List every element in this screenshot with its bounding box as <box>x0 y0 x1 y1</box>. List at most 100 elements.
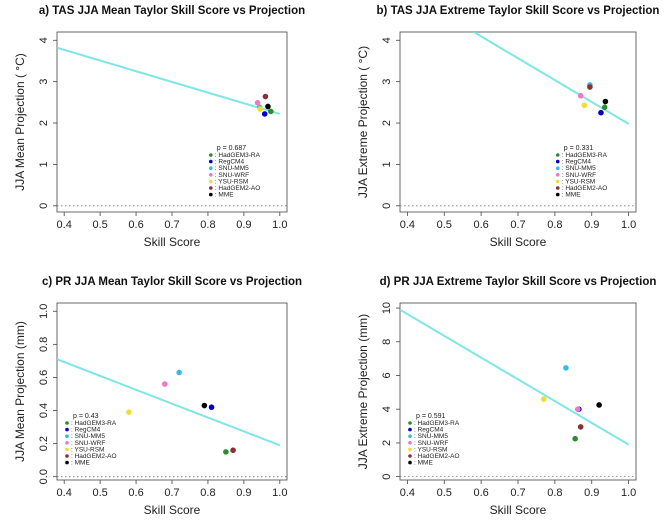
legend-entry: : RegCM4 <box>562 159 592 166</box>
legend-marker <box>555 159 560 164</box>
x-tick-label: 0.9 <box>584 487 599 499</box>
legend-marker <box>408 421 412 425</box>
y-axis-label: JJA Mean Projection ( °C) <box>13 53 27 191</box>
legend-marker <box>65 421 69 425</box>
chart-title: b) TAS JJA Extreme Taylor Skill Score vs… <box>377 5 660 17</box>
chart-title: d) PR JJA Extreme Taylor Skill Score vs … <box>380 276 657 288</box>
x-tick-label: 0.8 <box>547 487 562 499</box>
y-tick-label: 10 <box>381 302 393 314</box>
legend-entry: : SNU-WRF <box>71 440 105 447</box>
legend-marker <box>408 441 412 445</box>
x-axis-label: Skill Score <box>490 503 547 517</box>
data-point-mme <box>596 402 602 408</box>
legend-entry: : RegCM4 <box>215 159 245 166</box>
legend: p = 0.591: HadGEM3-RA: RegCM4: SNU-MM5: … <box>408 413 460 467</box>
x-tick-label: 0.5 <box>437 219 452 231</box>
legend-marker <box>555 186 560 190</box>
legend: p = 0.331: HadGEM3-RA: RegCM4: SNU-MM5: … <box>555 145 608 199</box>
chart-panel-1: a) TAS JJA Mean Taylor Skill Score vs Pr… <box>13 5 305 249</box>
y-tick-label: 4 <box>381 406 393 412</box>
legend-marker <box>408 460 412 465</box>
y-tick-label: 1.0 <box>38 304 50 319</box>
data-point-snu-wrf <box>577 92 584 99</box>
data-point-hadgem3-ra <box>268 108 274 115</box>
y-tick-label: 6 <box>381 372 393 378</box>
legend-marker <box>555 173 560 177</box>
data-point-ysu-rsm <box>257 106 263 112</box>
legend-marker <box>408 447 412 452</box>
y-tick-label: 8 <box>381 339 393 345</box>
data-point-snu-mm5 <box>563 365 569 371</box>
x-tick-label: 0.4 <box>57 487 72 499</box>
legend-entry: : HadGEM2-AO <box>71 453 117 460</box>
x-axis-label: Skill Score <box>144 235 201 249</box>
x-tick-label: 0.4 <box>400 487 415 499</box>
x-tick-label: 1.0 <box>272 487 287 499</box>
legend-entry: : SNU-WRF <box>562 172 596 179</box>
legend-entry: : YSU-RSM <box>215 178 248 185</box>
data-point-hadgem2-ao <box>262 93 269 100</box>
data-point-mme <box>201 402 208 409</box>
data-point-ysu-rsm <box>541 396 547 402</box>
x-tick-label: 0.7 <box>164 487 179 499</box>
y-tick-label: 4 <box>381 37 393 43</box>
y-tick-label: 4 <box>38 37 50 43</box>
legend-entry: : HadGEM2-AO <box>414 453 460 460</box>
y-axis-label: JJA Mean Projection (mm) <box>13 321 27 462</box>
legend-marker <box>555 166 560 170</box>
legend-marker <box>209 192 213 197</box>
legend-marker <box>65 447 69 452</box>
data-point-ysu-rsm <box>126 409 132 415</box>
chart-title: a) TAS JJA Mean Taylor Skill Score vs Pr… <box>39 5 305 17</box>
legend-marker <box>555 192 560 197</box>
data-point-hadgem2-ao <box>230 447 236 454</box>
regression-fit-line <box>473 32 630 125</box>
legend-entry: : HadGEM2-AO <box>215 185 261 192</box>
data-point-regcm4 <box>261 111 268 117</box>
legend-entry: : SNU-WRF <box>414 440 448 447</box>
y-tick-label: 0.2 <box>38 436 50 451</box>
x-tick-label: 0.5 <box>92 219 107 231</box>
x-tick-label: 0.7 <box>510 487 525 499</box>
regression-fit-line <box>57 46 281 115</box>
y-tick-label: 0 <box>38 203 50 209</box>
y-tick-label: 3 <box>381 79 393 85</box>
legend-entry: : HadGEM3-RA <box>414 420 460 427</box>
x-axis-label: Skill Score <box>144 503 201 517</box>
legend-entry: : SNU-MM5 <box>71 433 105 440</box>
x-tick-label: 0.9 <box>236 219 251 231</box>
x-tick-label: 1.0 <box>621 219 636 231</box>
legend-entry: : MME <box>71 460 90 467</box>
legend-marker <box>555 153 560 157</box>
legend-entry: : YSU-RSM <box>562 178 595 185</box>
y-tick-label: 2 <box>38 120 50 126</box>
y-tick-label: 3 <box>38 79 50 85</box>
data-point-hadgem3-ra <box>601 104 608 111</box>
x-tick-label: 0.4 <box>400 219 415 231</box>
data-point-hadgem3-ra <box>223 449 229 455</box>
legend: p = 0.43: HadGEM3-RA: RegCM4: SNU-MM5: S… <box>65 413 117 467</box>
legend-marker <box>65 427 69 432</box>
y-tick-label: 0 <box>381 474 393 480</box>
data-point-ysu-rsm <box>581 102 588 109</box>
y-tick-label: 2 <box>381 120 393 126</box>
x-axis-label: Skill Score <box>490 235 547 249</box>
legend: p = 0.687: HadGEM3-RA: RegCM4: SNU-MM5: … <box>209 145 261 199</box>
legend-entry: : MME <box>215 192 234 199</box>
legend-entry: : HadGEM3-RA <box>71 420 117 427</box>
legend-entry: : RegCM4 <box>71 427 101 434</box>
legend-marker <box>555 179 560 184</box>
legend-entry: : HadGEM3-RA <box>562 152 608 159</box>
p-value-label: p = 0.687 <box>217 145 246 152</box>
legend-marker <box>408 434 412 439</box>
x-tick-label: 1.0 <box>621 487 636 499</box>
x-tick-label: 0.6 <box>473 219 488 231</box>
data-point-mme <box>265 103 271 110</box>
p-value-label: p = 0.43 <box>73 413 99 420</box>
legend-entry: : RegCM4 <box>414 427 444 434</box>
legend-marker <box>65 434 69 439</box>
y-tick-label: 2 <box>381 440 393 446</box>
y-tick-label: 0.0 <box>38 469 50 484</box>
legend-entry: : HadGEM2-AO <box>562 185 608 192</box>
